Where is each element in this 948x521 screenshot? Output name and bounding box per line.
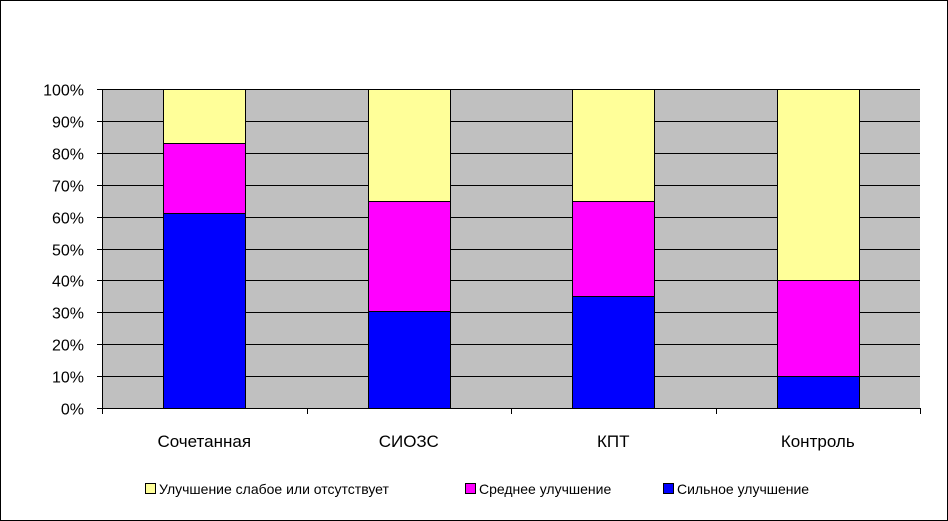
bar-segment <box>777 280 860 377</box>
bar-segment <box>368 89 451 202</box>
bars <box>163 89 860 409</box>
legend-label: Сильное улучшение <box>677 481 809 497</box>
x-tick-label: КПТ <box>597 432 630 451</box>
y-tick-label: 60% <box>52 211 84 228</box>
y-tick-label: 20% <box>52 338 84 355</box>
y-tick-label: 90% <box>52 115 84 132</box>
bar-segment <box>368 201 451 312</box>
y-tick-labels: 0% 10% 20% 30% 40% 50% 60% 70% 80% 90% 100% <box>43 83 84 419</box>
legend-swatch <box>145 483 156 494</box>
bar-segment <box>163 143 246 214</box>
x-tick-label: Контроль <box>781 432 855 451</box>
bar-segment <box>777 376 860 409</box>
x-tick-label: СИОЗС <box>379 432 439 451</box>
axes <box>97 89 921 414</box>
y-tick-label: 10% <box>52 370 84 387</box>
legend-label: Улучшение слабое или отсутствует <box>159 481 389 497</box>
legend-label: Среднее улучшение <box>479 481 611 497</box>
bar-segment <box>572 201 655 297</box>
y-tick-label: 30% <box>52 306 84 323</box>
legend: Улучшение слабое или отсутствует Среднее … <box>145 481 809 497</box>
y-tick-label: 100% <box>43 83 84 100</box>
bar-segment <box>163 213 246 409</box>
bar-segment <box>572 296 655 409</box>
y-tick-label: 0% <box>61 402 84 419</box>
bar-segment <box>572 89 655 202</box>
bar-segment <box>777 89 860 281</box>
legend-swatch <box>663 483 674 494</box>
x-tick-labels: Сочетанная СИОЗС КПТ Контроль <box>157 432 854 451</box>
bar-segment <box>163 89 246 144</box>
x-tick-label: Сочетанная <box>157 432 251 451</box>
legend-swatch <box>465 483 476 494</box>
y-tick-label: 40% <box>52 274 84 291</box>
y-tick-label: 80% <box>52 147 84 164</box>
bar-segment <box>368 311 451 409</box>
y-tick-label: 70% <box>52 179 84 196</box>
y-tick-label: 50% <box>52 243 84 260</box>
